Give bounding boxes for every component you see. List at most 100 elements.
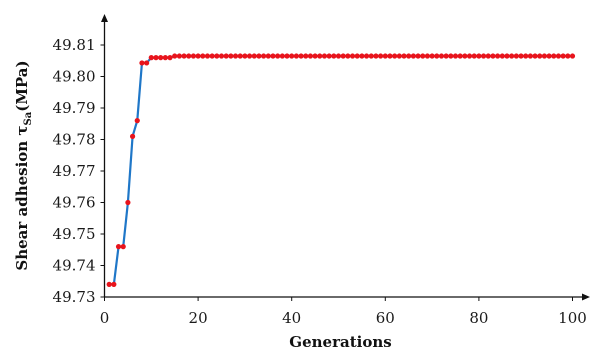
data-point bbox=[195, 53, 201, 59]
data-point bbox=[471, 53, 477, 59]
data-point bbox=[438, 53, 445, 59]
data-point bbox=[204, 53, 211, 59]
y-tick-label: 49.73 bbox=[53, 288, 96, 306]
data-point bbox=[134, 118, 140, 124]
data-point bbox=[251, 53, 257, 59]
y-axis-title-unit: (MPa) bbox=[13, 60, 31, 111]
data-point bbox=[509, 53, 515, 59]
y-tick-label: 49.80 bbox=[53, 68, 96, 86]
data-point bbox=[565, 53, 571, 59]
data-point bbox=[569, 53, 576, 59]
data-point bbox=[261, 53, 267, 59]
data-point bbox=[321, 53, 328, 59]
data-point bbox=[466, 53, 473, 59]
data-point bbox=[162, 55, 168, 61]
data-point bbox=[242, 53, 248, 59]
plot-area bbox=[106, 53, 576, 287]
data-point bbox=[265, 53, 271, 59]
data-point bbox=[237, 53, 243, 59]
data-point bbox=[485, 53, 491, 59]
data-point bbox=[335, 53, 342, 59]
data-point bbox=[139, 60, 145, 66]
data-point bbox=[232, 53, 239, 59]
data-point bbox=[312, 53, 318, 59]
y-tick-label: 49.77 bbox=[53, 162, 96, 180]
data-point bbox=[345, 53, 351, 59]
data-point bbox=[275, 53, 281, 59]
data-point bbox=[181, 53, 187, 59]
data-point bbox=[218, 53, 225, 59]
data-point bbox=[410, 53, 416, 59]
data-point bbox=[518, 53, 524, 59]
y-tick-label: 49.75 bbox=[53, 225, 96, 243]
data-point bbox=[223, 53, 229, 59]
data-point bbox=[452, 53, 459, 59]
data-point bbox=[349, 53, 356, 59]
data-point bbox=[209, 53, 215, 59]
x-tick-label: 0 bbox=[100, 309, 110, 327]
x-tick-label: 80 bbox=[469, 309, 488, 327]
y-tick-label: 49.76 bbox=[53, 194, 96, 212]
data-point bbox=[504, 53, 510, 59]
data-point bbox=[523, 53, 529, 59]
data-point bbox=[214, 53, 220, 59]
data-point bbox=[560, 53, 566, 59]
data-point bbox=[532, 53, 538, 59]
data-point bbox=[256, 53, 262, 59]
data-point bbox=[462, 53, 468, 59]
y-axis-title-main: Shear adhesion τ bbox=[13, 125, 31, 270]
data-point bbox=[406, 53, 412, 59]
y-tick-label: 49.74 bbox=[53, 257, 96, 275]
data-point bbox=[401, 53, 407, 59]
y-tick-label: 49.81 bbox=[53, 36, 96, 54]
data-point bbox=[457, 53, 463, 59]
y-axis-arrow bbox=[101, 14, 108, 22]
data-point bbox=[359, 53, 365, 59]
x-tick-label: 40 bbox=[282, 309, 301, 327]
data-point bbox=[307, 53, 314, 59]
data-point bbox=[387, 53, 393, 59]
data-point bbox=[340, 53, 346, 59]
data-point bbox=[495, 53, 501, 59]
x-axis bbox=[104, 293, 590, 301]
data-point bbox=[448, 53, 454, 59]
data-point bbox=[555, 53, 562, 59]
data-point bbox=[420, 53, 426, 59]
data-point bbox=[480, 53, 487, 59]
data-point bbox=[190, 53, 197, 59]
y-axis bbox=[101, 14, 108, 297]
y-tick-label: 49.78 bbox=[53, 131, 96, 149]
x-ticks: 0 20 40 60 80 100 bbox=[100, 297, 587, 327]
data-point bbox=[298, 53, 304, 59]
data-point bbox=[200, 53, 206, 59]
data-point bbox=[382, 53, 388, 59]
data-point bbox=[331, 53, 337, 59]
data-point bbox=[106, 281, 112, 287]
data-point bbox=[167, 55, 173, 61]
y-axis-title-subscript: Sa bbox=[23, 111, 34, 125]
data-point bbox=[144, 60, 150, 66]
data-point bbox=[289, 53, 295, 59]
data-point bbox=[490, 53, 496, 59]
data-point bbox=[148, 55, 154, 61]
x-tick-label: 100 bbox=[558, 309, 587, 327]
data-point bbox=[415, 53, 421, 59]
data-point bbox=[120, 244, 126, 250]
y-axis-title: Shear adhesion τSa(MPa) bbox=[13, 60, 34, 270]
data-point bbox=[279, 53, 285, 59]
data-point bbox=[115, 244, 122, 250]
data-point bbox=[293, 53, 299, 59]
data-point bbox=[186, 53, 192, 59]
data-point bbox=[513, 53, 519, 59]
series-line bbox=[109, 54, 573, 286]
data-point bbox=[368, 53, 374, 59]
data-point bbox=[158, 55, 164, 61]
data-point bbox=[476, 53, 482, 59]
data-point bbox=[541, 53, 548, 59]
data-point bbox=[326, 53, 332, 59]
data-point bbox=[499, 53, 505, 59]
data-point bbox=[246, 53, 253, 59]
data-point bbox=[317, 53, 323, 59]
data-point bbox=[443, 53, 449, 59]
